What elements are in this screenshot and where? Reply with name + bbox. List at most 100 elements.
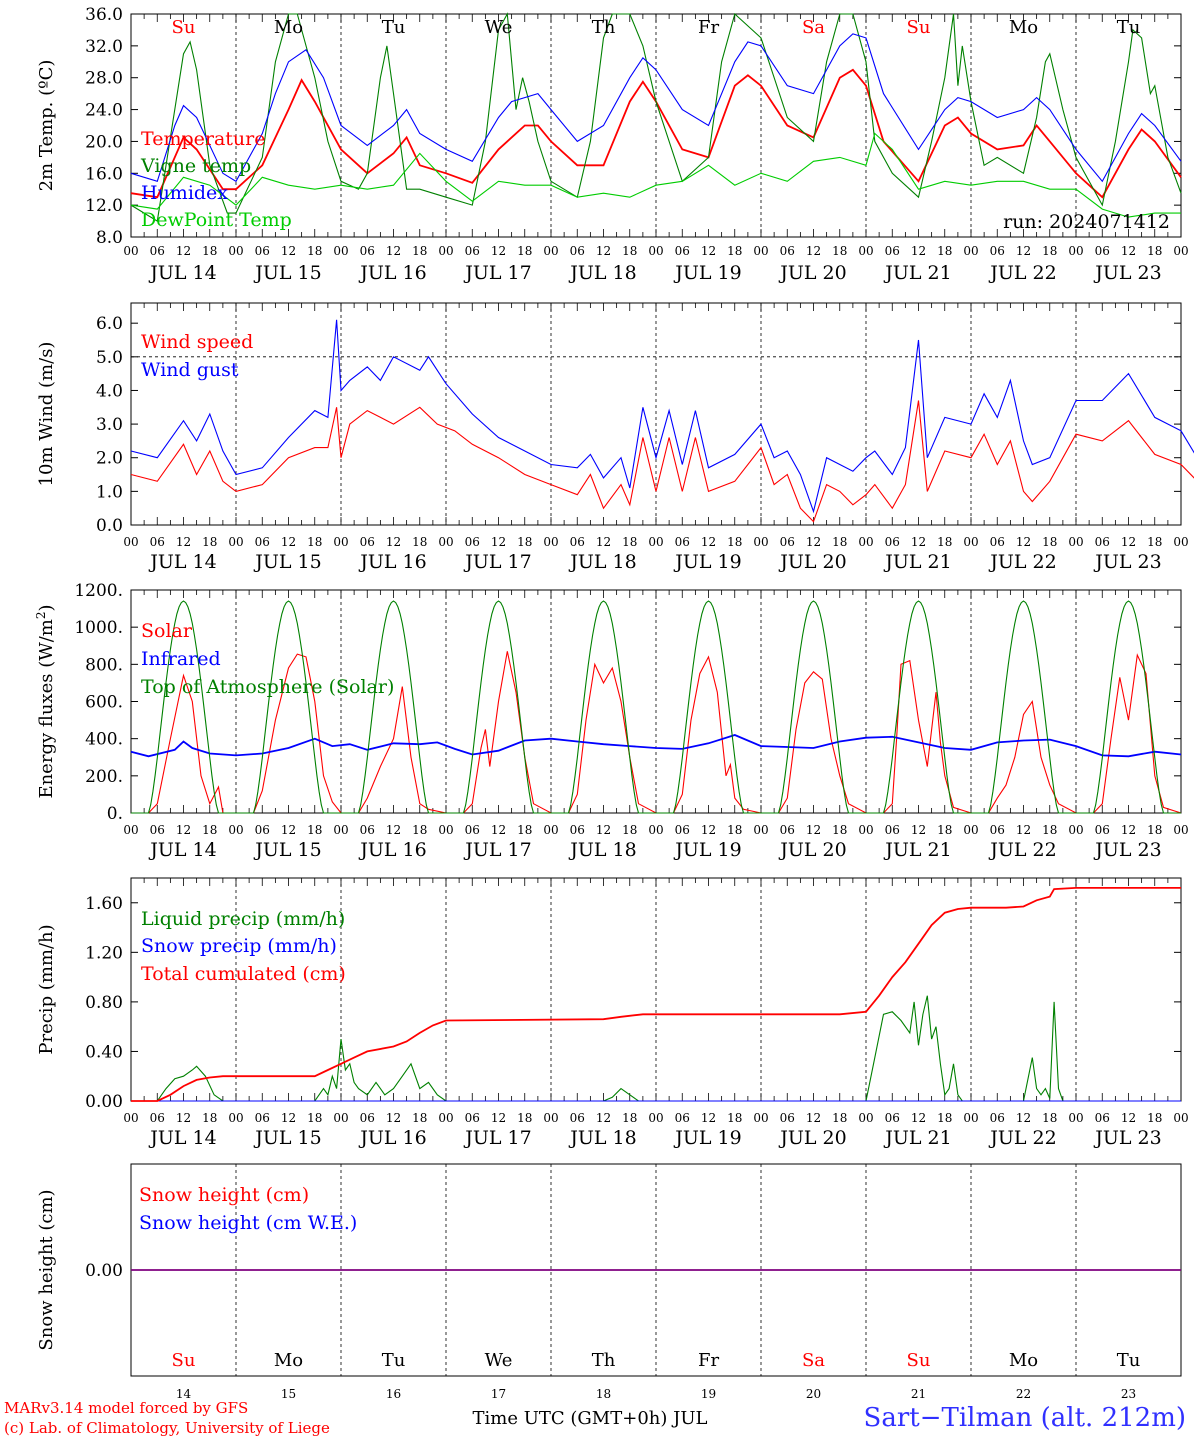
- hour-tick-label: 12: [1016, 1111, 1031, 1125]
- hour-tick-label: 12: [701, 535, 716, 549]
- hour-tick-label: 06: [990, 535, 1005, 549]
- y-tick-label: 4.0: [96, 381, 123, 401]
- panel-3: 00 06 12 18 00 06 12 18 00 06 12 18 00 06 12 18 00 06 12 18…: [34, 581, 1189, 861]
- hour-tick-label: 18: [1042, 244, 1057, 258]
- legend-entry: Solar: [141, 620, 193, 642]
- hour-tick-label: 00: [438, 535, 453, 549]
- weekday-label: Mo: [1009, 1350, 1038, 1371]
- hour-tick-label: 06: [360, 535, 375, 549]
- hour-tick-label: 06: [675, 535, 690, 549]
- hour-tick-label: 18: [412, 535, 427, 549]
- series-infrared: [130, 734, 1182, 758]
- hour-tick-label: 06: [360, 244, 375, 258]
- y-axis-label: Snow height (cm): [36, 1189, 57, 1350]
- hour-tick-label: 06: [150, 823, 165, 837]
- hour-tick-label: 12: [806, 535, 821, 549]
- day-number-label: 15: [281, 1387, 296, 1401]
- day-label: JUL 19: [673, 551, 741, 573]
- weekday-label: Mo: [1009, 17, 1038, 38]
- hour-tick-label: 12: [806, 244, 821, 258]
- day-label: JUL 14: [148, 262, 216, 284]
- hour-tick-label: 18: [937, 244, 952, 258]
- hour-tick-label: 12: [1016, 823, 1031, 837]
- day-label: JUL 14: [148, 1127, 216, 1149]
- day-number-label: 20: [806, 1387, 821, 1401]
- hour-tick-label: 12: [1016, 244, 1031, 258]
- hour-tick-label: 00: [648, 244, 663, 258]
- y-tick-label: 5.0: [96, 348, 123, 368]
- day-label: JUL 18: [568, 551, 636, 573]
- weekday-label: Sa: [802, 17, 825, 38]
- hour-tick-label: 18: [307, 1111, 322, 1125]
- hour-tick-label: 18: [727, 1111, 742, 1125]
- hour-tick-label: 06: [150, 1111, 165, 1125]
- hour-tick-label: 06: [1095, 1111, 1110, 1125]
- hour-tick-label: 12: [1121, 535, 1136, 549]
- hour-tick-label: 12: [176, 1111, 191, 1125]
- day-label: JUL 16: [358, 839, 426, 861]
- day-label: JUL 21: [883, 551, 951, 573]
- hour-tick-label: 12: [596, 823, 611, 837]
- day-label: JUL 23: [1093, 551, 1161, 573]
- x-axis-label: Time UTC (GMT+0h) JUL: [473, 1408, 708, 1429]
- hour-tick-label: 00: [228, 535, 243, 549]
- y-tick-label: 0.: [107, 804, 123, 824]
- hour-tick-label: 18: [937, 535, 952, 549]
- weekday-label: Fr: [698, 1350, 719, 1371]
- hour-tick-label: 00: [543, 823, 558, 837]
- y-tick-label: 16.0: [85, 164, 123, 184]
- day-label: JUL 15: [253, 1127, 321, 1149]
- hour-tick-label: 18: [307, 244, 322, 258]
- hour-tick-label: 06: [255, 823, 270, 837]
- hour-tick-label: 00: [438, 823, 453, 837]
- series-wind-speed: [130, 400, 1194, 523]
- weekday-label: Tu: [1117, 17, 1141, 38]
- hour-tick-label: 00: [1068, 823, 1083, 837]
- legend-entry: Liquid precip (mm/h): [141, 908, 345, 930]
- series-top-of-atmosphere-solar-: [131, 600, 1181, 814]
- hour-tick-label: 18: [727, 823, 742, 837]
- day-label: JUL 16: [358, 262, 426, 284]
- hour-tick-label: 12: [596, 535, 611, 549]
- legend-entry: Wind gust: [141, 359, 239, 381]
- hour-tick-label: 12: [596, 244, 611, 258]
- y-tick-label: 0.40: [85, 1042, 123, 1062]
- y-tick-label: 0.80: [85, 993, 123, 1013]
- hour-tick-label: 00: [123, 1111, 138, 1125]
- hour-tick-label: 06: [990, 1111, 1005, 1125]
- plot-frame: [130, 589, 1182, 814]
- hour-tick-label: 00: [333, 244, 348, 258]
- hour-tick-label: 00: [753, 1111, 768, 1125]
- hour-tick-label: 18: [202, 1111, 217, 1125]
- hour-tick-label: 06: [465, 244, 480, 258]
- weekday-label: Mo: [274, 1350, 303, 1371]
- day-label: JUL 19: [673, 1127, 741, 1149]
- weekday-label: Th: [592, 1350, 616, 1371]
- hour-tick-label: 18: [937, 823, 952, 837]
- hour-tick-label: 18: [517, 244, 532, 258]
- day-label: JUL 20: [778, 262, 846, 284]
- hour-tick-label: 18: [1147, 244, 1162, 258]
- hour-tick-label: 06: [150, 244, 165, 258]
- day-label: JUL 17: [463, 262, 531, 284]
- hour-tick-label: 12: [281, 823, 296, 837]
- legend-entry: Humidex: [141, 182, 228, 204]
- hour-tick-label: 00: [333, 823, 348, 837]
- station-label: Sart−Tilman (alt. 212m): [864, 1403, 1186, 1433]
- hour-tick-label: 12: [281, 535, 296, 549]
- hour-tick-label: 12: [911, 244, 926, 258]
- hour-tick-label: 18: [622, 1111, 637, 1125]
- day-label: JUL 21: [883, 1127, 951, 1149]
- hour-tick-label: 06: [1095, 535, 1110, 549]
- plot-frame: [130, 13, 1182, 238]
- day-label: JUL 14: [148, 839, 216, 861]
- hour-tick-label: 00: [333, 1111, 348, 1125]
- hour-tick-label: 00: [123, 535, 138, 549]
- hour-tick-label: 18: [412, 823, 427, 837]
- hour-tick-label: 00: [963, 535, 978, 549]
- y-tick-label: 12.0: [85, 196, 123, 216]
- day-label: JUL 21: [883, 839, 951, 861]
- hour-tick-label: 00: [1068, 535, 1083, 549]
- hour-tick-label: 06: [570, 823, 585, 837]
